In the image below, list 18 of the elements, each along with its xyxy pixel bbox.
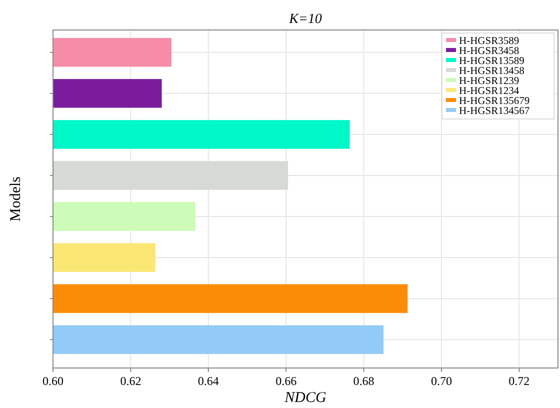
x-axis-title: NDCG [284, 390, 326, 406]
legend-label: H-HGSR1234 [459, 86, 520, 97]
x-tick-label: 0.64 [198, 374, 219, 388]
x-tick-label: 0.70 [430, 374, 452, 388]
legend-label: H-HGSR13589 [459, 56, 524, 67]
x-tick-label: 0.60 [42, 374, 64, 388]
chart-title: K=10 [288, 12, 322, 27]
x-tick-label: 0.62 [120, 374, 142, 388]
legend-label: H-HGSR13458 [459, 66, 524, 77]
legend-label: H-HGSR134567 [459, 106, 530, 117]
legend-label: H-HGSR1239 [459, 76, 520, 87]
x-tick-label: 0.66 [276, 374, 297, 388]
y-axis-title: Models [8, 176, 24, 222]
x-tick-label: 0.68 [353, 374, 374, 388]
x-tick-label: 0.72 [508, 374, 530, 388]
legend-label: H-HGSR135679 [459, 96, 530, 107]
legend-label: H-HGSR3589 [459, 36, 520, 47]
legend-label: H-HGSR3458 [459, 46, 520, 57]
